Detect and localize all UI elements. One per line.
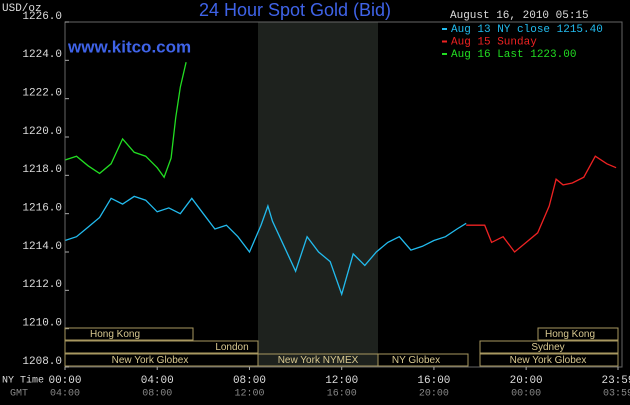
y-tick-label: 1220.0 [22, 126, 62, 138]
y-tick-label: 1224.0 [22, 49, 62, 61]
y-tick-label: 1218.0 [22, 164, 62, 176]
gmt-tick-label: 00:00 [511, 389, 541, 400]
legend-label: Aug 15 Sunday [451, 36, 537, 48]
plot-area [64, 62, 617, 297]
session-box [64, 327, 194, 341]
x-tick-label: 23:59 [601, 375, 630, 387]
session-label: Sydney [531, 342, 564, 353]
x-tick-label: 16:00 [417, 375, 450, 387]
session-label: London [215, 342, 248, 353]
series-line [466, 155, 617, 253]
gmt-tick-label: 16:00 [327, 389, 357, 400]
legend-marker [442, 53, 447, 55]
plot-frame [64, 21, 623, 368]
session-label: New York Globex [510, 355, 587, 366]
session-label: New York Globex [112, 355, 189, 366]
gmt-tick-label: 08:00 [142, 389, 172, 400]
y-tick-label: 1210.0 [22, 318, 62, 330]
x-tick-label: 00:00 [48, 375, 81, 387]
gmt-tick-label: 12:00 [234, 389, 264, 400]
session-label: Hong Kong [545, 329, 595, 340]
legend-marker [442, 28, 447, 30]
y-tick-label: 1214.0 [22, 241, 62, 253]
x-tick-label: 08:00 [233, 375, 266, 387]
watermark: www.kitco.com [67, 37, 191, 56]
session-box [479, 340, 619, 354]
y-tick-label: 1216.0 [22, 203, 62, 215]
series-line [64, 62, 187, 179]
chart-title: 24 Hour Spot Gold (Bid) [199, 0, 391, 20]
session-label: NY Globex [392, 355, 440, 366]
timestamp: August 16, 2010 05:15 [450, 10, 589, 22]
legend-marker [442, 40, 447, 43]
session-box [377, 353, 469, 367]
gmt-label: GMT [10, 389, 28, 400]
session-box [64, 340, 259, 354]
session-label: Hong Kong [90, 329, 140, 340]
y-tick-label: 1208.0 [22, 356, 62, 368]
gmt-tick-label: 04:00 [50, 389, 80, 400]
y-tick-label: 1226.0 [22, 11, 62, 23]
y-unit: USD/oz [2, 3, 42, 15]
legend-label: Aug 16 Last 1223.00 [451, 49, 576, 61]
y-tick-label: 1212.0 [22, 279, 62, 291]
session-box [537, 327, 619, 341]
series-line [64, 195, 467, 297]
session-box [479, 353, 619, 367]
legend-label: Aug 13 NY close 1215.40 [451, 24, 603, 36]
nymex-shading [258, 22, 378, 367]
y-tick-label: 1222.0 [22, 88, 62, 100]
x-tick-label: 20:00 [510, 375, 543, 387]
gmt-tick-label: 03:59 [603, 389, 630, 400]
x-tick-label: 04:00 [141, 375, 174, 387]
gmt-tick-label: 20:00 [419, 389, 449, 400]
x-tick-label: 12:00 [325, 375, 358, 387]
ny-time-label: NY Time [2, 375, 44, 387]
session-label: New York NYMEX [278, 355, 359, 366]
